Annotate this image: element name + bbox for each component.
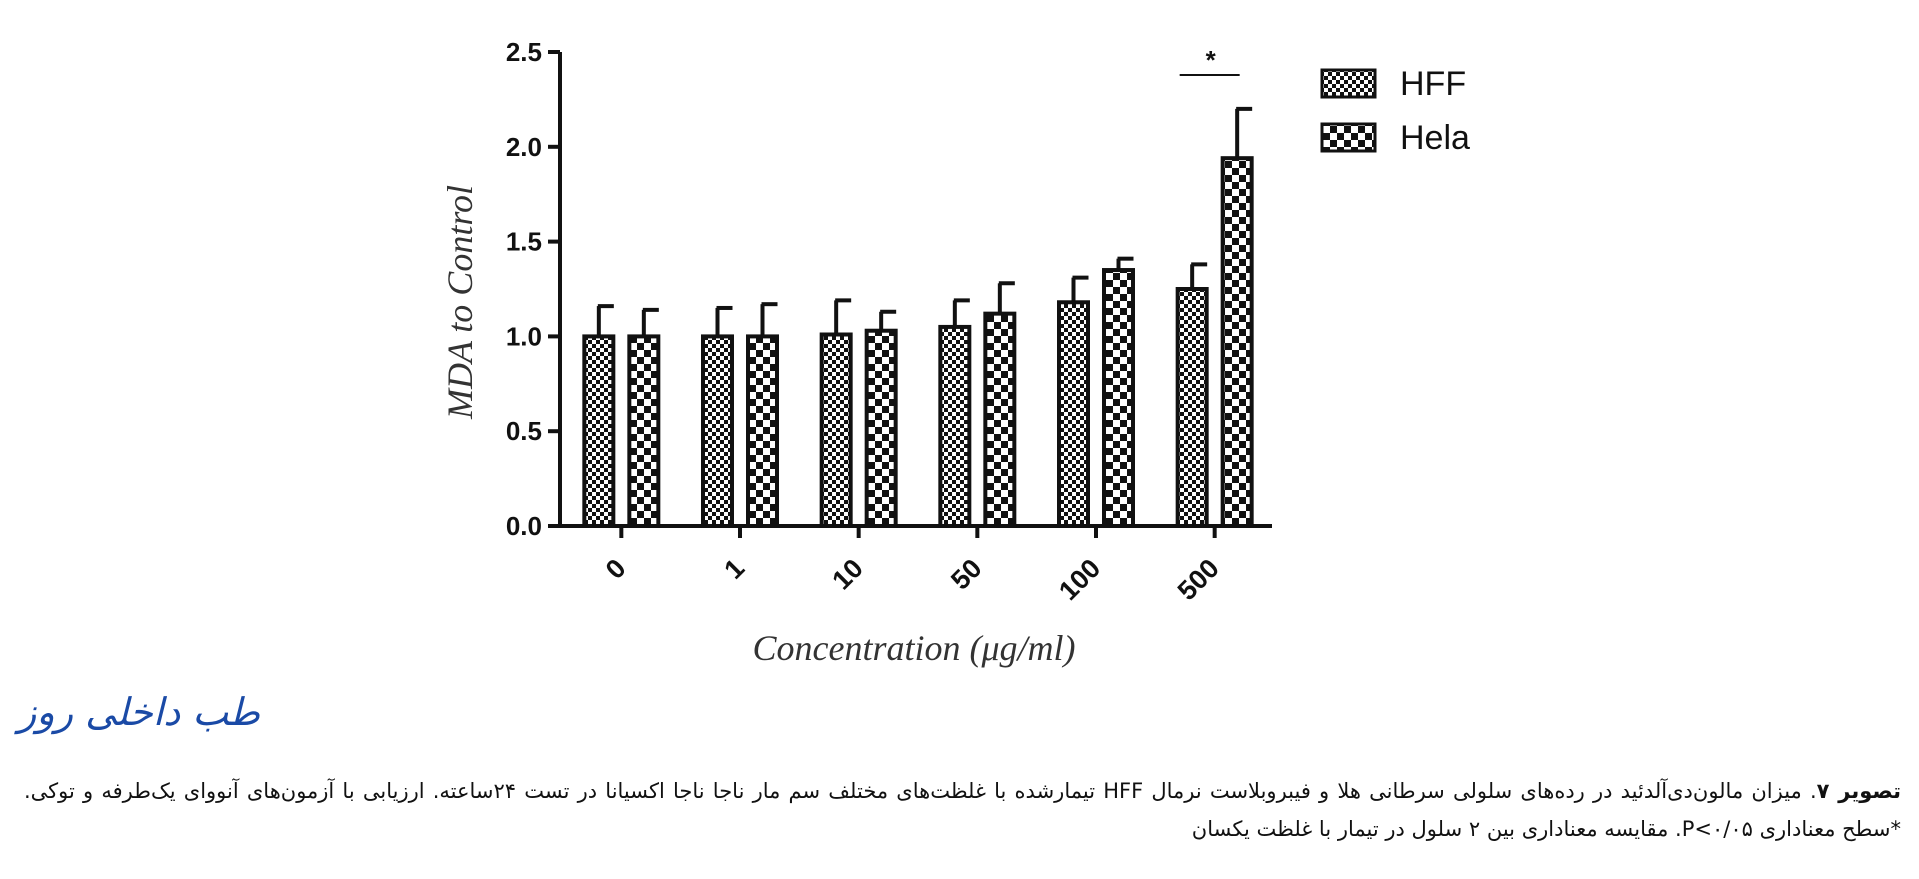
bar-hela-100: [1102, 268, 1135, 529]
annotations: *: [1179, 45, 1240, 76]
y-tick-label: 0.0: [506, 511, 542, 541]
y-tick-label: 1.5: [506, 227, 542, 257]
bar-hff-0: [582, 334, 616, 528]
bar-hela-0: [627, 334, 661, 528]
x-axis: 0 1 10 50 100 500: [560, 524, 1272, 606]
x-tick-label: 0: [600, 553, 632, 585]
y-axis-title: MDA to Control: [440, 185, 480, 420]
y-tick-label: 2.5: [506, 37, 542, 67]
bar-hela-10: [864, 328, 898, 528]
bar-hff-10: [819, 332, 853, 528]
bar-hela-500: [1220, 156, 1254, 528]
legend-label-hff: HFF: [1400, 65, 1466, 103]
journal-logo: طب داخلی روز: [18, 690, 260, 734]
legend-swatch-hela: [1320, 122, 1377, 153]
x-tick-label: 500: [1172, 553, 1225, 606]
y-tick-label: 0.5: [506, 416, 542, 446]
bar-hff-50: [938, 324, 972, 529]
y-tick-label: 1.0: [506, 321, 542, 351]
x-tick-label: 10: [826, 553, 868, 595]
bar-hela-1: [746, 334, 779, 528]
bar-hela-50: [983, 311, 1017, 529]
bar-hff-100: [1057, 300, 1090, 528]
legend-label-hela: Hela: [1400, 119, 1470, 157]
y-tick-label: 2.0: [506, 132, 542, 162]
figure-caption: تصویر ۷. میزان مالون‌دی‌آلدئید در رده‌ها…: [24, 772, 1901, 848]
legend-swatch-hff: [1320, 68, 1377, 99]
x-tick-label: 50: [945, 553, 987, 595]
caption-text: . میزان مالون‌دی‌آلدئید در رده‌های سلولی…: [24, 779, 1901, 841]
significance-star: *: [1206, 45, 1217, 75]
legend: HFF Hela: [1320, 65, 1470, 157]
bars: [582, 106, 1254, 529]
caption-label: تصویر ۷: [1816, 779, 1901, 803]
bar-chart: 0.0 0.5 1.0 1.5 2.0 2.5 0 1 10 50 100 500 * MDA to…: [440, 37, 1470, 668]
bar-hff-500: [1175, 287, 1209, 528]
x-tick-label: 1: [718, 553, 750, 585]
bar-hff-1: [701, 334, 734, 528]
x-tick-label: 100: [1053, 553, 1106, 606]
x-axis-title: Concentration (μg/ml): [752, 628, 1075, 668]
y-axis: 0.0 0.5 1.0 1.5 2.0 2.5: [506, 37, 562, 541]
